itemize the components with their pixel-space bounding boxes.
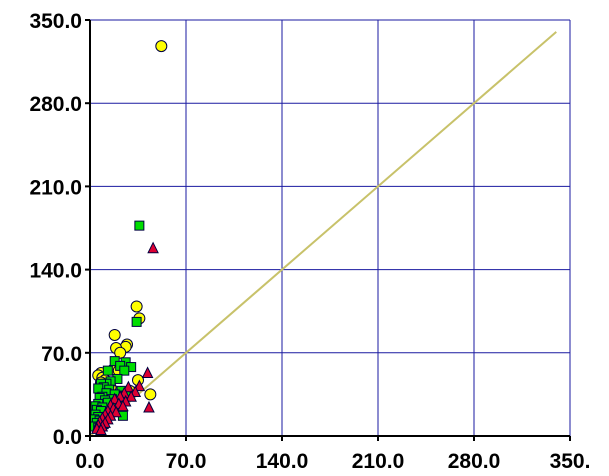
triangle-point: [117, 399, 129, 412]
triangle-point: [133, 379, 146, 392]
square-point: [102, 365, 113, 376]
circle-point: [144, 388, 157, 401]
square-point: [134, 220, 145, 231]
triangle-point: [125, 390, 137, 402]
triangle-point: [147, 241, 159, 254]
y-tick-label: 350.0: [29, 10, 82, 33]
y-tick-label: 210.0: [29, 176, 82, 199]
y-tick-label: 140.0: [29, 260, 82, 283]
square-point: [131, 316, 142, 327]
circle-point: [108, 328, 121, 341]
x-tick-label: 210.0: [352, 450, 405, 473]
triangle-point: [143, 400, 155, 413]
circle-point: [155, 40, 168, 53]
triangle-point: [95, 423, 107, 436]
grid: [89, 19, 571, 437]
y-tick-label: 280.0: [29, 93, 82, 116]
x-tick-label: 0.0: [75, 450, 104, 473]
circle-point: [114, 346, 127, 359]
y-tick-labels: 0.0 70.0 140.0 210.0 280.0 350.0: [29, 10, 82, 449]
reference-line: [89, 31, 557, 437]
x-tick-label: 70.0: [166, 450, 207, 473]
triangle-point: [141, 366, 154, 379]
x-tick-label: 350.: [550, 450, 591, 473]
x-tick-label: 140.0: [256, 450, 309, 473]
circle-point: [130, 300, 143, 313]
axes: [85, 19, 571, 441]
x-tick-label: 280.0: [448, 450, 501, 473]
triangle-point: [122, 380, 135, 393]
x-tick-labels: 0.0 70.0 140.0 210.0 280.0 350.: [75, 450, 590, 473]
y-tick-label: 0.0: [53, 426, 82, 449]
square-point: [93, 383, 104, 394]
data-points: [89, 40, 168, 436]
y-tick-label: 70.0: [41, 343, 82, 366]
reference-line-group: [89, 31, 557, 437]
square-point: [119, 365, 130, 376]
triangle-point: [110, 405, 122, 418]
